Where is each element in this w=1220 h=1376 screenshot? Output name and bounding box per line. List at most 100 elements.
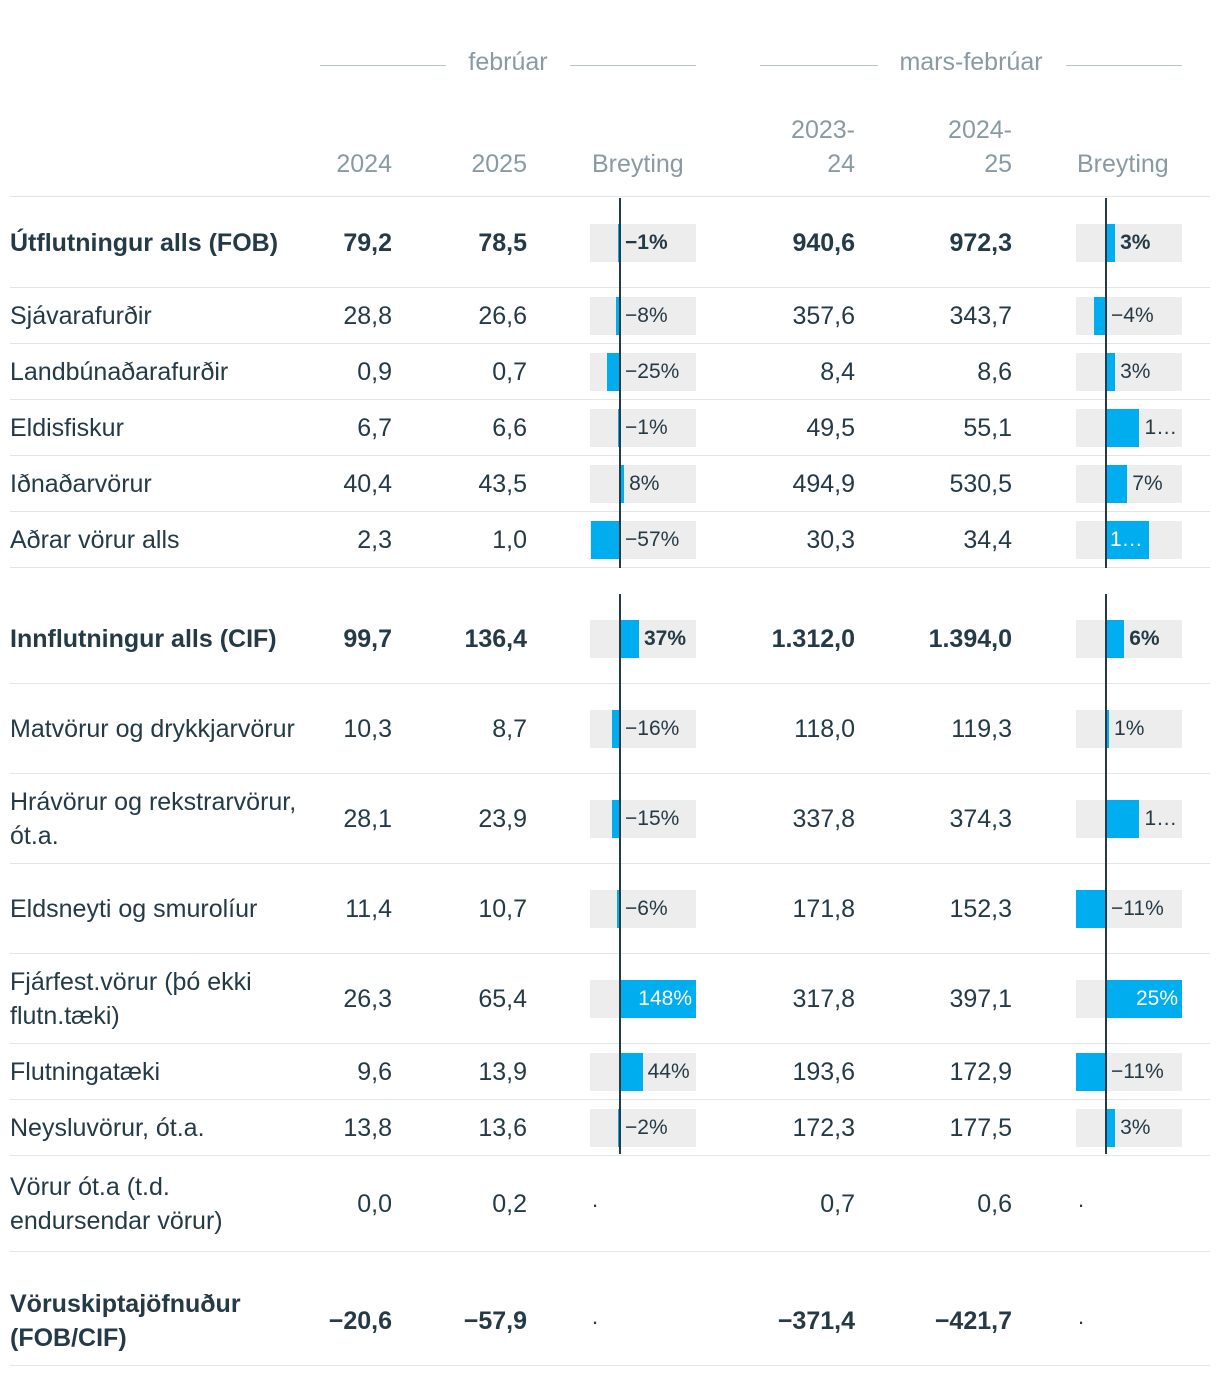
change-ch2-track: 1…	[1076, 521, 1182, 559]
value-2023-24: 1.312,0	[771, 625, 855, 653]
change-ch2-label: 1…	[1144, 416, 1178, 439]
table-row: Vöruskiptajöfnuður (FOB/CIF) −20,6 −57,9 −3…	[10, 1276, 1210, 1366]
change-ch2-track: 3%	[1076, 1109, 1182, 1147]
change-ch2-label: −11%	[1111, 897, 1164, 920]
row-label: Hrávörur og rekstrarvörur, ót.a.	[10, 788, 297, 850]
change-ch2-label: 7%	[1132, 472, 1163, 495]
row-separator	[10, 1251, 1210, 1252]
row-separator	[10, 455, 1210, 456]
table-row: Hrávörur og rekstrarvörur, ót.a. 28,1 23,9…	[10, 774, 1210, 864]
value-2024-25: 8,6	[977, 358, 1012, 386]
change-ch1-label: 148%	[638, 987, 692, 1010]
value-2025: 6,6	[492, 414, 527, 442]
change-ch1-label: 8%	[629, 472, 660, 495]
table-row: Neysluvörur, ót.a. 13,8 13,6 172,3 177,5 −2% 3…	[10, 1100, 1210, 1156]
change-ch1-track: −1%	[590, 224, 696, 262]
row-label: Eldisfiskur	[10, 414, 124, 442]
change-ch1-label: 37%	[644, 627, 687, 650]
value-2024: −20,6	[328, 1307, 392, 1335]
col-header-breyting-1: Breyting	[592, 150, 684, 178]
value-2024: 11,4	[345, 895, 392, 923]
value-2023-24: 171,8	[792, 895, 855, 923]
change-ch2-bar	[1106, 353, 1116, 391]
change-ch1-empty: .	[592, 1187, 599, 1212]
change-ch1-label: −2%	[625, 1116, 668, 1139]
change-ch2-label: 1%	[1114, 717, 1145, 740]
zero-axis-line	[1105, 198, 1107, 568]
value-2025: 136,4	[464, 625, 527, 653]
row-separator	[10, 773, 1210, 774]
change-ch2-bar	[1076, 1053, 1106, 1091]
row-separator	[10, 567, 1210, 568]
table-row: Aðrar vörur alls 2,3 1,0 30,3 34,4 −57% 1…	[10, 512, 1210, 568]
value-2024-25: 1.394,0	[928, 625, 1012, 653]
value-2024: 0,9	[357, 358, 392, 386]
row-label: Vöruskiptajöfnuður (FOB/CIF)	[10, 1290, 241, 1352]
value-2024-25: 0,6	[977, 1190, 1012, 1218]
value-2025: −57,9	[463, 1307, 527, 1335]
row-separator	[10, 953, 1210, 954]
change-ch1-label: −15%	[625, 807, 680, 830]
value-2024-25: 172,9	[949, 1058, 1012, 1086]
row-separator	[10, 511, 1210, 512]
change-ch2-bar	[1106, 620, 1125, 658]
col-header-2024-25: 2024- 25	[948, 116, 1012, 178]
table-row: Útflutningur alls (FOB) 79,2 78,5 940,6 972,…	[10, 198, 1210, 288]
row-label: Iðnaðarvörur	[10, 470, 152, 498]
change-ch2-label: 6%	[1129, 627, 1160, 650]
value-2023-24: 0,7	[820, 1190, 855, 1218]
table-row: Matvörur og drykkjarvörur 10,3 8,7 118,0 119…	[10, 684, 1210, 774]
change-ch2-track: 3%	[1076, 224, 1182, 262]
change-ch2-track: 6%	[1076, 620, 1182, 658]
value-2023-24: −371,4	[777, 1307, 855, 1335]
row-separator	[10, 287, 1210, 288]
row-separator	[10, 1043, 1210, 1044]
change-ch2-label: 1…	[1110, 528, 1143, 551]
group-label-mars-februar: mars-febrúar	[899, 48, 1043, 76]
col-header-2025: 2025	[471, 150, 527, 178]
value-2024: 2,3	[357, 526, 392, 554]
change-ch2-track: −4%	[1076, 297, 1182, 335]
value-2023-24: 494,9	[792, 470, 855, 498]
table-row: Fjárfest.vörur (þó ekki flutn.tæki) 26,3 6…	[10, 954, 1210, 1044]
change-ch2-empty: .	[1078, 1304, 1085, 1329]
change-ch1-bar	[620, 620, 639, 658]
value-2024-25: −421,7	[934, 1307, 1012, 1335]
value-2023-24: 172,3	[792, 1114, 855, 1142]
change-ch2-bar	[1106, 800, 1140, 838]
col-header-2024: 2024	[336, 150, 392, 178]
row-separator	[10, 683, 1210, 684]
change-ch1-track: −57%	[590, 521, 696, 559]
change-ch1-bar	[612, 800, 620, 838]
group-rule-left	[320, 65, 446, 66]
value-2024: 28,1	[343, 805, 392, 833]
table-row: Vörur ót.a (t.d. endursendar vörur) 0,0 0,…	[10, 1156, 1210, 1252]
row-separator	[10, 863, 1210, 864]
change-ch2-track: 1%	[1076, 710, 1182, 748]
value-2024: 28,8	[343, 302, 392, 330]
value-2024: 99,7	[343, 625, 392, 653]
value-2024-25: 972,3	[949, 229, 1012, 257]
value-2024-25: 55,1	[963, 414, 1012, 442]
row-label: Innflutningur alls (CIF)	[10, 625, 277, 653]
change-ch2-bar	[1106, 980, 1182, 1018]
change-ch1-track: −16%	[590, 710, 696, 748]
change-ch2-label: 25%	[1135, 987, 1178, 1010]
col-header-breyting-2: Breyting	[1077, 150, 1169, 178]
change-ch2-empty: .	[1078, 1187, 1085, 1212]
row-label: Eldsneyti og smurolíur	[10, 895, 258, 923]
change-ch1-label: −8%	[625, 304, 668, 327]
value-2023-24: 317,8	[792, 985, 855, 1013]
change-ch1-label: −57%	[625, 528, 680, 551]
change-ch2-bar	[1106, 521, 1149, 559]
group-rule-left	[760, 65, 878, 66]
change-ch1-bar	[611, 710, 620, 748]
table-row: Innflutningur alls (CIF) 99,7 136,4 1.312,0…	[10, 594, 1210, 684]
change-ch1-track: −2%	[590, 1109, 696, 1147]
zero-axis-line	[619, 594, 621, 1154]
value-2025: 0,7	[492, 358, 527, 386]
value-2025: 0,2	[492, 1190, 527, 1218]
value-2024-25: 119,3	[951, 715, 1012, 743]
value-2024: 13,8	[343, 1114, 392, 1142]
change-ch2-bar	[1106, 224, 1116, 262]
